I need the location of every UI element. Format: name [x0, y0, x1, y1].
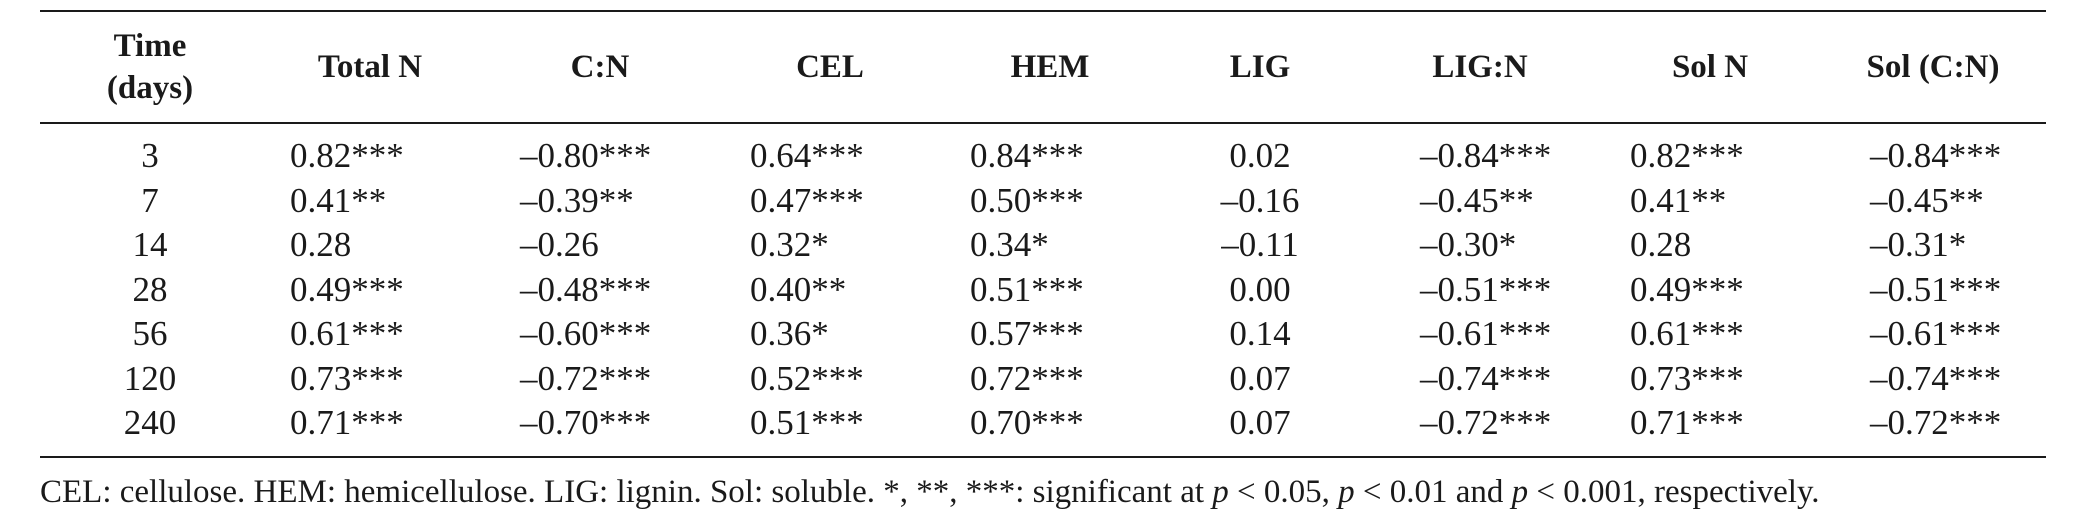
cell-lig: 0.07 [1229, 403, 1291, 442]
cell-hem: 0.72*** [970, 358, 1084, 398]
cell-hem: 0.84*** [970, 136, 1084, 175]
cell-lig-n: –0.72*** [1420, 403, 1552, 442]
footnote-p-rest-3: < 0.001, respectively. [1528, 473, 1820, 510]
header-c-n: C:N [570, 49, 630, 85]
cell-sol-c-n: –0.51*** [1870, 269, 2002, 309]
correlation-table: Time (days) Total N C:N CEL HEM LIG LIG:… [40, 10, 2046, 458]
cell-lig-n: –0.51*** [1420, 269, 1552, 309]
cell-time: 56 [132, 314, 168, 353]
cell-hem: 0.50*** [970, 180, 1084, 220]
cell-sol-n: 0.71*** [1630, 403, 1744, 442]
cell-cel: 0.64*** [750, 136, 864, 175]
cell-lig: 0.02 [1229, 136, 1291, 175]
cell-total-n: 0.49*** [290, 269, 404, 309]
header-sol-c-n: Sol (C:N) [1866, 49, 2000, 85]
cell-total-n: 0.61*** [290, 314, 404, 353]
cell-sol-n: 0.28 [1630, 225, 1692, 264]
cell-time: 120 [123, 358, 177, 398]
cell-hem: 0.57*** [970, 314, 1084, 353]
cell-sol-c-n: –0.74*** [1870, 358, 2002, 398]
cell-cel: 0.47*** [750, 180, 864, 220]
cell-cel: 0.51*** [750, 403, 864, 442]
cell-time: 3 [141, 136, 159, 175]
cell-sol-n: 0.41** [1630, 180, 1727, 220]
cell-c-n: –0.48*** [520, 269, 652, 309]
header-time-line2: (days) [106, 70, 194, 106]
table-footnote: CEL: cellulose. HEM: hemicellulose. LIG:… [40, 470, 2046, 514]
cell-time: 7 [141, 180, 159, 220]
cell-sol-n: 0.49*** [1630, 269, 1744, 309]
correlation-table-container: Time (days) Total N C:N CEL HEM LIG LIG:… [40, 10, 2046, 514]
header-sol-n: Sol N [1671, 49, 1749, 85]
cell-total-n: 0.71*** [290, 403, 404, 442]
cell-lig: –0.11 [1221, 225, 1299, 264]
cell-lig: 0.14 [1229, 314, 1291, 353]
cell-lig: –0.16 [1220, 180, 1300, 220]
cell-cel: 0.40** [750, 269, 847, 309]
footnote-p-var-1: p [1212, 473, 1229, 510]
header-total-n: Total N [317, 49, 423, 85]
cell-time: 14 [132, 225, 168, 264]
cell-sol-c-n: –0.31* [1870, 225, 1967, 264]
cell-cel: 0.32* [750, 225, 829, 264]
header-lig-n: LIG:N [1432, 49, 1528, 85]
header-time-line1: Time [113, 28, 187, 64]
table-row: 240 0.71*** –0.70*** 0.51*** 0.70*** 0.07 –0.7… [40, 401, 2046, 457]
cell-c-n: –0.72*** [520, 358, 652, 398]
cell-time: 28 [132, 269, 168, 309]
footnote-p-rest-1: < 0.05, [1228, 473, 1339, 510]
cell-lig-n: –0.74*** [1420, 358, 1552, 398]
table-row: 56 0.61*** –0.60*** 0.36* 0.57*** 0.14 –0.61**… [40, 312, 2046, 357]
cell-sol-n: 0.61*** [1630, 314, 1744, 353]
cell-lig-n: –0.30* [1420, 225, 1517, 264]
cell-c-n: –0.80*** [520, 136, 652, 175]
cell-lig-n: –0.45** [1420, 180, 1534, 220]
cell-sol-c-n: –0.72*** [1870, 403, 2002, 442]
cell-sol-n: 0.73*** [1630, 358, 1744, 398]
table-body: 3 0.82*** –0.80*** 0.64*** 0.84*** 0.02 –0.84*… [40, 123, 2046, 457]
table-row: 7 0.41** –0.39** 0.47*** 0.50*** –0.16 –0.45**… [40, 179, 2046, 224]
cell-c-n: –0.70*** [520, 403, 652, 442]
cell-sol-c-n: –0.61*** [1870, 314, 2002, 353]
table-row: 3 0.82*** –0.80*** 0.64*** 0.84*** 0.02 –0.84*… [40, 123, 2046, 179]
cell-cel: 0.52*** [750, 358, 864, 398]
footnote-p-var-3: p [1511, 473, 1529, 510]
cell-lig-n: –0.84*** [1420, 136, 1552, 175]
table-row: 14 0.28 –0.26 0.32* 0.34* –0.11 –0.30* 0.28 –0.3… [40, 223, 2046, 268]
cell-total-n: 0.41** [290, 180, 387, 220]
cell-total-n: 0.73*** [290, 358, 404, 398]
header-row: Time (days) Total N C:N CEL HEM LIG LIG:… [40, 11, 2046, 123]
cell-c-n: –0.39** [520, 180, 634, 220]
cell-c-n: –0.26 [520, 225, 599, 264]
cell-total-n: 0.28 [290, 225, 352, 264]
cell-sol-n: 0.82*** [1630, 136, 1744, 175]
cell-total-n: 0.82*** [290, 136, 404, 175]
footnote-p-var-2: p [1338, 473, 1355, 510]
cell-c-n: –0.60*** [520, 314, 652, 353]
table-row: 28 0.49*** –0.48*** 0.40** 0.51*** 0.00 –0.51*… [40, 268, 2046, 313]
cell-lig: 0.07 [1229, 358, 1291, 398]
cell-cel: 0.36* [750, 314, 829, 353]
header-lig: LIG [1229, 49, 1291, 85]
table-header: Time (days) Total N C:N CEL HEM LIG LIG:… [40, 11, 2046, 123]
header-cel: CEL [796, 49, 864, 85]
cell-hem: 0.51*** [970, 269, 1084, 309]
cell-lig: 0.00 [1229, 269, 1291, 309]
cell-hem: 0.34* [970, 225, 1049, 264]
footnote-text: CEL: cellulose. HEM: hemicellulose. LIG:… [40, 473, 1213, 510]
cell-sol-c-n: –0.84*** [1870, 136, 2002, 175]
header-time: Time (days) [40, 11, 260, 123]
cell-lig-n: –0.61*** [1420, 314, 1552, 353]
cell-hem: 0.70*** [970, 403, 1084, 442]
cell-sol-c-n: –0.45** [1870, 180, 1984, 220]
footnote-p-rest-2: < 0.01 and [1354, 473, 1512, 510]
header-hem: HEM [1010, 49, 1090, 85]
table-row: 120 0.73*** –0.72*** 0.52*** 0.72*** 0.07 –0.7… [40, 357, 2046, 402]
cell-time: 240 [123, 403, 177, 442]
